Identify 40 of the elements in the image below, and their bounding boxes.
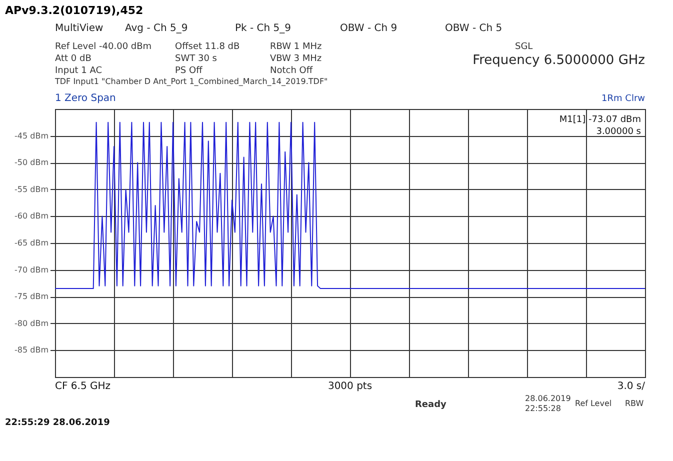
text: Notch Off xyxy=(270,66,314,76)
text: 28.06.2019 xyxy=(525,394,571,403)
text: OBW - Ch 9 xyxy=(340,23,398,34)
text: 1Rm Clrw xyxy=(602,94,645,104)
chart-title: APv9.3.2(010719),452 xyxy=(5,4,144,17)
text: Pk - Ch 5_9 xyxy=(235,23,292,34)
text: RBW 1 MHz xyxy=(270,42,322,52)
y-tick-label: -65 dBm xyxy=(14,238,49,248)
text: MultiView xyxy=(55,23,104,34)
text: Frequency 6.5000000 GHz xyxy=(472,53,646,68)
text: PS Off xyxy=(175,66,204,76)
text: Input 1 AC xyxy=(55,66,102,76)
y-tick-label: -85 dBm xyxy=(14,346,49,355)
y-tick-label: -70 dBm xyxy=(14,265,49,274)
text: CF 6.5 GHz xyxy=(55,381,111,392)
text: 22:55:28 xyxy=(525,404,561,413)
y-tick-label: -60 dBm xyxy=(14,212,49,221)
y-tick-label: -55 dBm xyxy=(14,184,49,194)
y-tick-label: -45 dBm xyxy=(14,131,49,140)
text: 1 Zero Span xyxy=(55,93,116,104)
text: Att 0 dB xyxy=(55,54,92,64)
text: TDF Input1 "Chamber D Ant_Port 1_Combined_March_14_2019.TDF" xyxy=(54,77,328,86)
y-tick-label: -50 dBm xyxy=(14,158,49,168)
text: 3000 pts xyxy=(328,381,372,392)
text: 22:55:29 28.06.2019 xyxy=(5,418,110,428)
text: Ref Level xyxy=(575,399,612,408)
text: OBW - Ch 5 xyxy=(445,23,502,34)
y-tick-label: -80 dBm xyxy=(14,318,49,328)
text: 3.0 s/ xyxy=(617,381,646,392)
text: RBW xyxy=(625,399,644,408)
y-tick-label: -75 dBm xyxy=(14,292,49,302)
text: Offset 11.8 dB xyxy=(175,42,240,52)
annotation: 3.00000 s xyxy=(596,127,642,137)
annotation: M1[1] -73.07 dBm xyxy=(559,115,641,125)
text: Avg - Ch 5_9 xyxy=(125,23,188,34)
text: SWT 30 s xyxy=(175,54,218,64)
text: Ready xyxy=(415,400,447,410)
text: VBW 3 MHz xyxy=(270,54,322,64)
text: Ref Level -40.00 dBm xyxy=(55,42,152,52)
text: SGL xyxy=(515,42,533,52)
